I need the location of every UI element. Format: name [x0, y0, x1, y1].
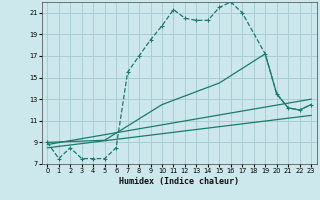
- X-axis label: Humidex (Indice chaleur): Humidex (Indice chaleur): [119, 177, 239, 186]
